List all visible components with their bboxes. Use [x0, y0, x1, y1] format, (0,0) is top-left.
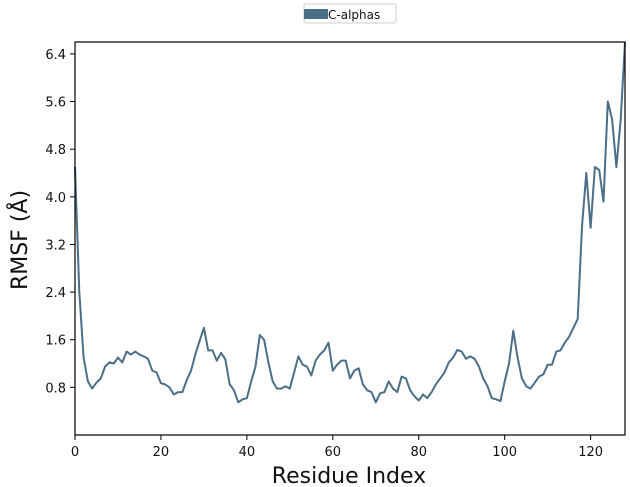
y-tick-label: 5.6 [45, 96, 66, 111]
y-axis-ticks: 0.8 1.6 2.4 3.2 4.0 4.8 5.6 6.4 [45, 48, 75, 396]
legend-swatch [304, 9, 328, 19]
y-tick-label: 2.4 [45, 286, 66, 301]
x-tick-label: 20 [153, 445, 170, 460]
y-tick-label: 0.8 [45, 381, 66, 396]
y-tick-label: 6.4 [45, 48, 66, 63]
x-tick-label: 80 [410, 445, 427, 460]
y-tick-label: 1.6 [45, 334, 66, 349]
x-tick-label: 60 [325, 445, 342, 460]
y-axis-label: RMSF (Å) [6, 190, 33, 290]
legend-label: C-alphas [328, 8, 380, 22]
x-tick-label: 40 [239, 445, 256, 460]
legend: C-alphas [303, 3, 397, 24]
x-tick-label: 0 [71, 445, 79, 460]
x-axis-ticks: 0 20 40 60 80 100 120 [71, 435, 603, 460]
y-tick-label: 4.0 [45, 191, 66, 206]
y-tick-label: 3.2 [45, 238, 66, 253]
y-tick-label: 4.8 [45, 143, 66, 158]
x-axis-label: Residue Index [272, 464, 426, 487]
series-line-c-alphas [74, 41, 626, 404]
x-tick-label: 100 [492, 445, 517, 460]
plot-area-frame [74, 41, 626, 436]
x-tick-label: 120 [578, 445, 603, 460]
